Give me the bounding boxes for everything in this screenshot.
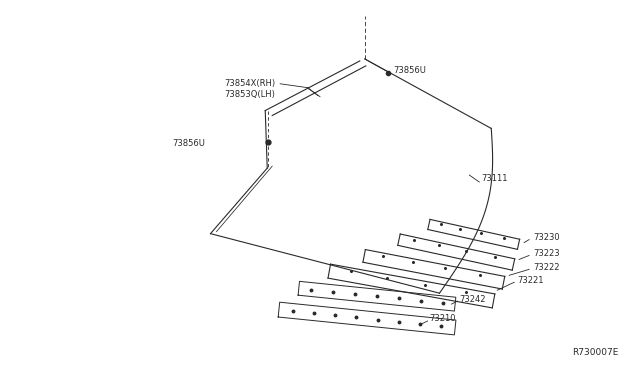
Text: 73856U: 73856U [173, 139, 205, 148]
Text: 73854X(RH): 73854X(RH) [225, 79, 276, 88]
Text: 73856U: 73856U [394, 66, 426, 76]
Text: 73111: 73111 [481, 174, 508, 183]
Text: 73853Q(LH): 73853Q(LH) [225, 90, 275, 99]
Text: 73221: 73221 [517, 276, 543, 285]
Text: R730007E: R730007E [572, 348, 619, 357]
Text: 73230: 73230 [533, 233, 560, 242]
Text: 73210: 73210 [429, 314, 456, 324]
Text: 73223: 73223 [533, 249, 560, 258]
Text: 73242: 73242 [460, 295, 486, 304]
Text: 73222: 73222 [533, 263, 559, 272]
